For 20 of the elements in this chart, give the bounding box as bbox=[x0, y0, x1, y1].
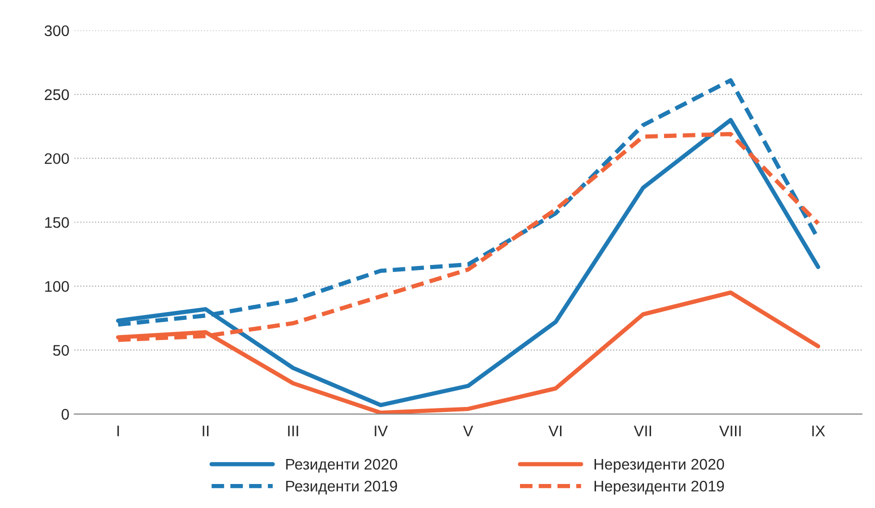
legend-label: Резиденти 2020 bbox=[286, 458, 398, 473]
y-tick-label: 150 bbox=[45, 217, 69, 228]
x-tick-label: III bbox=[288, 426, 298, 436]
legend-label: Нерезиденти 2020 bbox=[594, 458, 724, 473]
x-tick-label: VIII bbox=[719, 426, 741, 436]
x-tick-label: IX bbox=[812, 426, 826, 436]
y-tick-label: 300 bbox=[44, 25, 69, 36]
legend-label: Резиденти 2019 bbox=[286, 480, 398, 494]
x-tick-label: V bbox=[463, 426, 474, 436]
y-tick-label: 100 bbox=[45, 281, 69, 292]
y-tick-label: 200 bbox=[44, 153, 69, 164]
x-tick-label: VII bbox=[634, 426, 652, 436]
y-tick-label: 250 bbox=[44, 89, 69, 100]
y-tick-label: 50 bbox=[53, 344, 69, 356]
x-tick-label: I bbox=[117, 426, 119, 436]
x-tick-label: IV bbox=[374, 426, 388, 436]
y-tick-label: 0 bbox=[62, 408, 69, 420]
legend-label: Нерезиденти 2019 bbox=[594, 480, 724, 495]
x-tick-label: VI bbox=[548, 426, 562, 436]
x-tick-label: II bbox=[202, 426, 208, 436]
